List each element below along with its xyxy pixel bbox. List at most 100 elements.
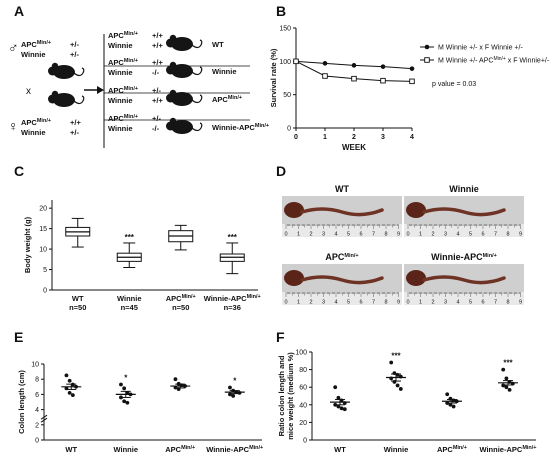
ruler-label: 6	[359, 232, 362, 238]
y-tick-label: 60	[299, 385, 307, 392]
ruler-label: 4	[334, 300, 337, 306]
offspring-winnie-gene: Winnie	[108, 124, 133, 133]
x-tick-label: 4	[410, 134, 414, 141]
ruler-label: 0	[284, 232, 287, 238]
y-tick-label: 20	[39, 206, 47, 213]
data-point	[504, 376, 509, 381]
significance-marker: *	[124, 374, 128, 383]
data-point	[122, 386, 127, 391]
ruler-label: 7	[372, 232, 375, 238]
y-tick-label: 2	[35, 422, 39, 429]
ruler-label: 6	[481, 232, 484, 238]
group-label: Winnie	[113, 445, 138, 454]
significance-marker: ***	[228, 233, 238, 242]
data-point	[122, 399, 127, 404]
offspring-mouse-icon	[165, 89, 203, 107]
y-axis-label: Colon length (cm)	[17, 370, 26, 434]
male-symbol-icon: ♂	[8, 39, 19, 55]
offspring-apc-genotype: +/-	[152, 114, 161, 123]
ruler	[282, 292, 402, 305]
offspring-winnie-gene: Winnie	[108, 41, 133, 50]
data-point	[409, 78, 415, 85]
female-symbol-icon: ♀	[8, 118, 19, 134]
y-tick-label: 0	[303, 438, 307, 445]
data-point	[293, 58, 299, 65]
ruler-label: 8	[384, 232, 387, 238]
y-tick-label: 150	[279, 26, 291, 33]
data-point	[445, 392, 450, 397]
panel-label-d: D	[276, 163, 286, 179]
data-point	[119, 382, 123, 387]
panel-a-genetic-cross: A ♂ APCMin/+ +/- Winnie +/- x ♀ APCMin/+…	[8, 3, 269, 148]
offspring-genotype-name: Winnie-APCMin/+	[212, 123, 269, 132]
arrow-head-icon	[97, 86, 104, 94]
ruler	[404, 224, 524, 237]
offspring-genotype-name: WT	[212, 40, 224, 49]
y-tick-label: 80	[299, 367, 307, 374]
y-tick-label: 20	[299, 420, 307, 427]
female-apc-genotype: +/+	[70, 118, 81, 127]
ruler-label: 3	[322, 300, 325, 306]
offspring-mouse-icon	[165, 61, 203, 79]
offspring-genotype-name: APCMin/+	[212, 95, 242, 104]
x-tick-label: 0	[294, 134, 298, 141]
data-point	[398, 387, 403, 391]
data-point	[451, 404, 456, 409]
panel-e-colon-length-chart: E 0 2 4 6 8 10 Colon length (cm) WT * Winnie APCMi…	[14, 329, 263, 454]
y-tick-label: 0	[43, 288, 47, 295]
data-point	[389, 360, 394, 365]
offspring-winnie-gene: Winnie	[108, 68, 133, 77]
ruler-label: 0	[406, 300, 409, 306]
data-point	[67, 390, 72, 395]
ruler-label: 2	[309, 300, 312, 306]
data-point	[351, 63, 357, 68]
group-label: WT	[334, 445, 346, 454]
significance-marker: *	[233, 377, 237, 386]
ruler-label: 9	[397, 232, 400, 238]
colon-tissue	[422, 207, 506, 217]
y-tick-label: 100	[279, 59, 291, 66]
y-tick-label: 0	[35, 438, 39, 445]
group-label: WT	[72, 294, 84, 303]
y-tick-label: 0	[287, 126, 291, 133]
photo-title: APCMin/+	[325, 252, 358, 262]
photo-title: WT	[335, 184, 349, 194]
ruler-label: 5	[347, 232, 350, 238]
group-n-label: n=45	[121, 303, 138, 312]
significance-marker: ***	[391, 352, 401, 361]
offspring-winnie-genotype: -/-	[152, 124, 160, 133]
data-point	[342, 407, 347, 412]
y-tick-label: 8	[35, 377, 39, 384]
colon-cecum	[406, 270, 426, 286]
data-point	[322, 61, 328, 66]
data-point	[336, 395, 341, 400]
data-point	[339, 406, 344, 411]
data-point	[501, 367, 506, 372]
ruler-label: 9	[519, 300, 522, 306]
significance-marker: ***	[125, 233, 135, 242]
male-apc-gene: APCMin/+	[21, 40, 51, 49]
data-point	[504, 385, 509, 390]
y-tick-label: 40	[299, 402, 307, 409]
ruler-label: 4	[456, 300, 459, 306]
offspring-mouse-icon	[165, 34, 203, 52]
ruler-label: 6	[481, 300, 484, 306]
offspring-winnie-genotype: +/+	[152, 41, 163, 50]
legend-marker	[424, 44, 430, 50]
ruler-label: 2	[309, 232, 312, 238]
panel-label-e: E	[14, 329, 23, 345]
ruler-label: 3	[322, 232, 325, 238]
photo-title: Winnie-APCMin/+	[431, 252, 497, 262]
ruler-label: 5	[469, 300, 472, 306]
data-point	[70, 393, 75, 398]
male-winnie-genotype: +/-	[70, 50, 79, 59]
panel-label-f: F	[276, 329, 285, 345]
legend-marker	[424, 57, 430, 63]
group-label: APCMin/+	[166, 294, 196, 303]
offspring-apc-gene: APCMin/+	[108, 86, 138, 95]
data-point	[64, 373, 69, 378]
data-point	[395, 383, 400, 388]
y-tick-label: 10	[39, 247, 47, 254]
male-apc-genotype: +/-	[70, 40, 79, 49]
